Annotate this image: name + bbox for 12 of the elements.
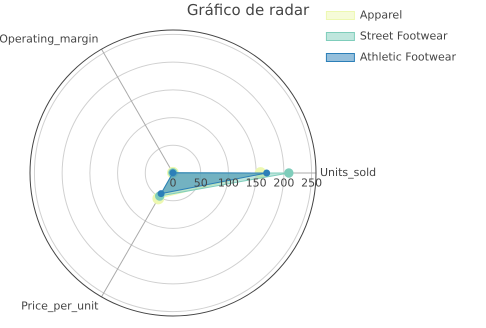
spoke-label: Operating_margin: [0, 32, 99, 46]
legend-label: Street Footwear: [360, 29, 448, 42]
chart-title: Gráfico de radar: [186, 0, 310, 19]
y-tick-label: 200: [273, 176, 294, 190]
spoke-label: Units_sold: [320, 166, 376, 179]
y-tick-label: 100: [218, 176, 239, 190]
spoke-label: Price_per_unit: [21, 299, 100, 312]
y-tick-label: 150: [246, 176, 267, 190]
legend-label: Apparel: [360, 8, 402, 22]
y-tick-label: 0: [170, 176, 176, 190]
legend-label: Athletic Footwear: [360, 50, 456, 64]
y-tick-label: 50: [194, 176, 208, 190]
